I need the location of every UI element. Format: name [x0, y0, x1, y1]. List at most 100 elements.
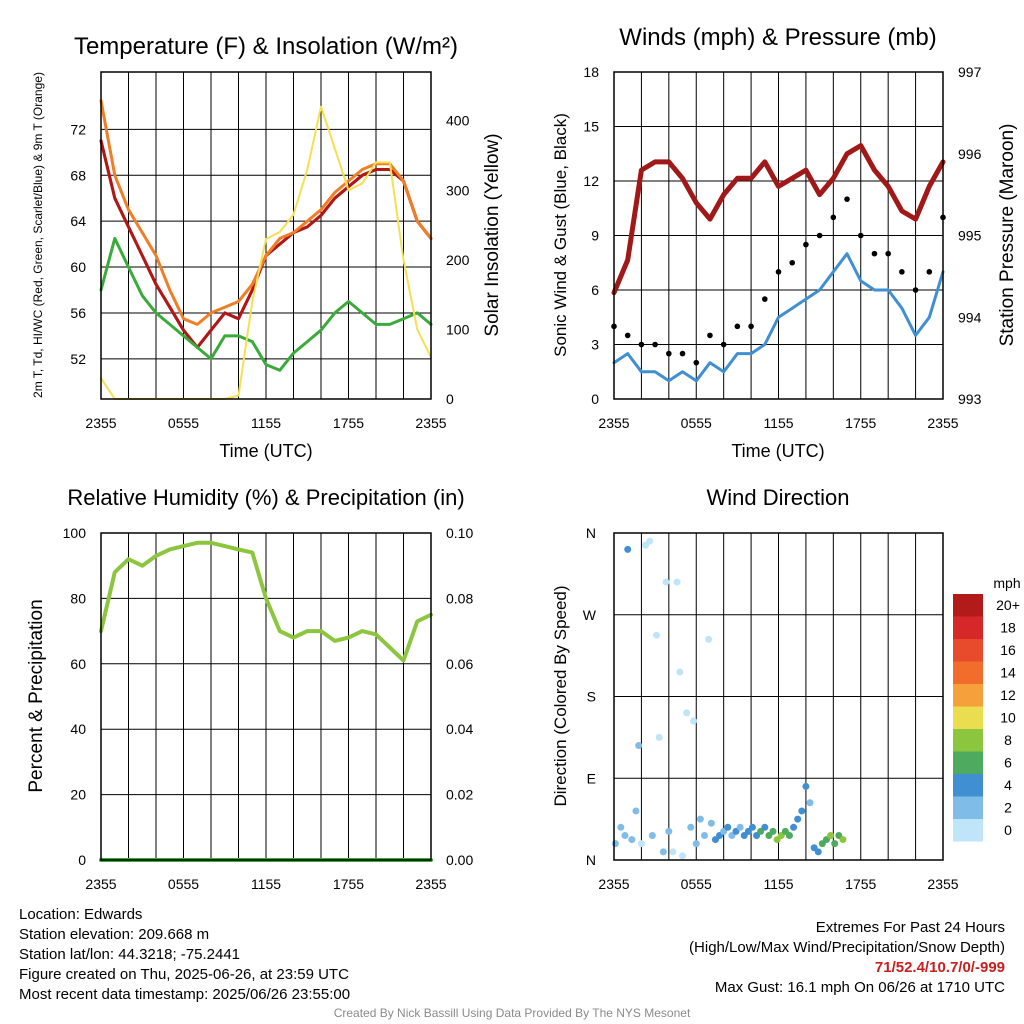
- extremes-values: 71/52.4/10.7/0/-999: [874, 959, 1005, 976]
- y-tick-label-right: 996: [958, 146, 982, 162]
- x-tick-label: 2355: [415, 415, 446, 431]
- tick-labels: 2355 0555 1155 1755 2355 0 20 40 60 80 100 0.00 0.02…: [63, 525, 474, 892]
- colorbar-swatch: [953, 706, 983, 729]
- x-tick-label: 2355: [85, 876, 116, 892]
- winds-pressure-panel: Winds (mph) & Pressure (mb) 2355 0555 1155…: [551, 24, 1018, 461]
- colorbar-swatch: [953, 729, 983, 752]
- direction-point: [761, 823, 769, 831]
- y-tick-label-right: 994: [958, 309, 982, 325]
- station-elevation: Station elevation: 209.668 m: [19, 926, 210, 943]
- colorbar-label: 14: [1000, 665, 1016, 681]
- gust-point: [789, 259, 796, 266]
- series-line-pressure: [611, 143, 946, 296]
- direction-point: [617, 823, 625, 831]
- y-tick-label: 72: [70, 121, 86, 137]
- direction-point: [806, 799, 814, 807]
- extremes-subtitle: (High/Low/Max Wind/Precipitation/Snow De…: [689, 939, 1005, 956]
- direction-point: [814, 848, 822, 856]
- direction-point: [690, 717, 698, 725]
- colorbar-label: 6: [1004, 755, 1012, 771]
- y-tick-label-right: 0: [446, 391, 454, 407]
- y-axis-label-right: Station Pressure (Maroon): [997, 124, 1018, 347]
- grid: [614, 72, 943, 399]
- latest-timestamp: Most recent data timestamp: 2025/06/26 2…: [19, 986, 351, 1003]
- gust-point: [748, 323, 754, 330]
- y-tick-label-right: 0.02: [446, 787, 473, 803]
- direction-point: [769, 827, 777, 835]
- colorbar-label: 4: [1004, 777, 1012, 793]
- gust-point: [761, 296, 768, 302]
- y-tick-label: 60: [70, 259, 86, 275]
- y-tick-label: 9: [591, 228, 599, 244]
- x-tick-label: 0555: [168, 415, 199, 431]
- x-axis-label: Time (UTC): [731, 441, 824, 461]
- direction-point: [802, 782, 810, 790]
- y-axis-label-right: Solar Insolation (Yellow): [482, 133, 503, 336]
- x-tick-label: 2355: [598, 415, 629, 431]
- y-tick-label-right: 0.10: [446, 525, 473, 541]
- y-tick-label: 0: [78, 852, 86, 868]
- y-tick-label-right: 0.06: [446, 656, 473, 672]
- gust-point: [830, 214, 837, 221]
- direction-point: [827, 831, 835, 839]
- gust-point: [885, 250, 891, 257]
- y-tick-label: E: [587, 770, 596, 786]
- x-tick-label: 0555: [681, 415, 712, 431]
- humidity-precipitation-panel: Relative Humidity (%) & Precipitation (i…: [26, 485, 473, 892]
- direction-point: [679, 852, 687, 860]
- direction-point: [632, 807, 640, 815]
- plot-frame: [613, 532, 944, 861]
- credit-line: Created By Nick Bassill Using Data Provi…: [333, 1006, 691, 1020]
- gust-point: [734, 323, 741, 330]
- extremes-title: Extremes For Past 24 Hours: [815, 919, 1005, 936]
- plot-frame: [100, 532, 432, 861]
- colorbar-label: 10: [1000, 710, 1016, 726]
- colorbar-swatch: [953, 594, 983, 617]
- direction-point: [700, 831, 708, 839]
- y-tick-label: 60: [70, 656, 86, 672]
- figure-created: Figure created on Thu, 2025-06-26, at 23…: [19, 966, 349, 983]
- colorbar-swatch: [953, 616, 983, 639]
- gust-point: [844, 196, 850, 202]
- grid: [101, 72, 431, 399]
- temperature-insolation-panel: Temperature (F) & Insolation (W/m²) 2355…: [31, 33, 503, 461]
- series-layer: [611, 537, 847, 860]
- gust-point: [652, 341, 658, 348]
- station-info: Location: Edwards Station elevation: 209…: [19, 905, 350, 1005]
- direction-point: [736, 823, 744, 831]
- gust-point: [707, 332, 713, 339]
- gust-point: [679, 350, 686, 357]
- y-tick-label: 40: [70, 721, 86, 737]
- direction-point: [705, 635, 713, 643]
- x-tick-label: 2355: [415, 876, 446, 892]
- gust-point: [720, 341, 727, 348]
- y-tick-label: S: [587, 689, 596, 705]
- direction-point: [696, 815, 704, 823]
- direction-point: [798, 807, 806, 815]
- x-tick-label: 1755: [845, 415, 876, 431]
- colorbar-swatch: [953, 639, 983, 662]
- series-line-rh: [99, 540, 433, 663]
- y-tick-label: 3: [591, 337, 599, 353]
- direction-point: [669, 848, 677, 856]
- plot-frame: [100, 71, 432, 400]
- direction-point: [748, 823, 756, 831]
- gust-point: [666, 350, 672, 357]
- gust-point: [775, 269, 782, 275]
- y-tick-label: 52: [70, 351, 86, 367]
- x-tick-label: 0555: [681, 876, 712, 892]
- direction-point: [790, 823, 798, 831]
- colorbar-swatch: [953, 774, 983, 797]
- x-tick-label: 2355: [927, 876, 958, 892]
- x-tick-label: 1155: [763, 876, 793, 892]
- colorbar-label: 12: [1000, 687, 1016, 703]
- colorbar-label: 20+: [996, 597, 1020, 613]
- y-tick-label-right: 100: [446, 321, 470, 337]
- direction-point: [648, 831, 656, 839]
- x-tick-label: 1755: [333, 415, 364, 431]
- direction-point: [839, 836, 847, 844]
- y-tick-label: 6: [591, 282, 599, 298]
- tick-labels: 2355 0555 1155 1755 2355 52 56 60 64 68 72 0 100 200 3…: [70, 113, 469, 431]
